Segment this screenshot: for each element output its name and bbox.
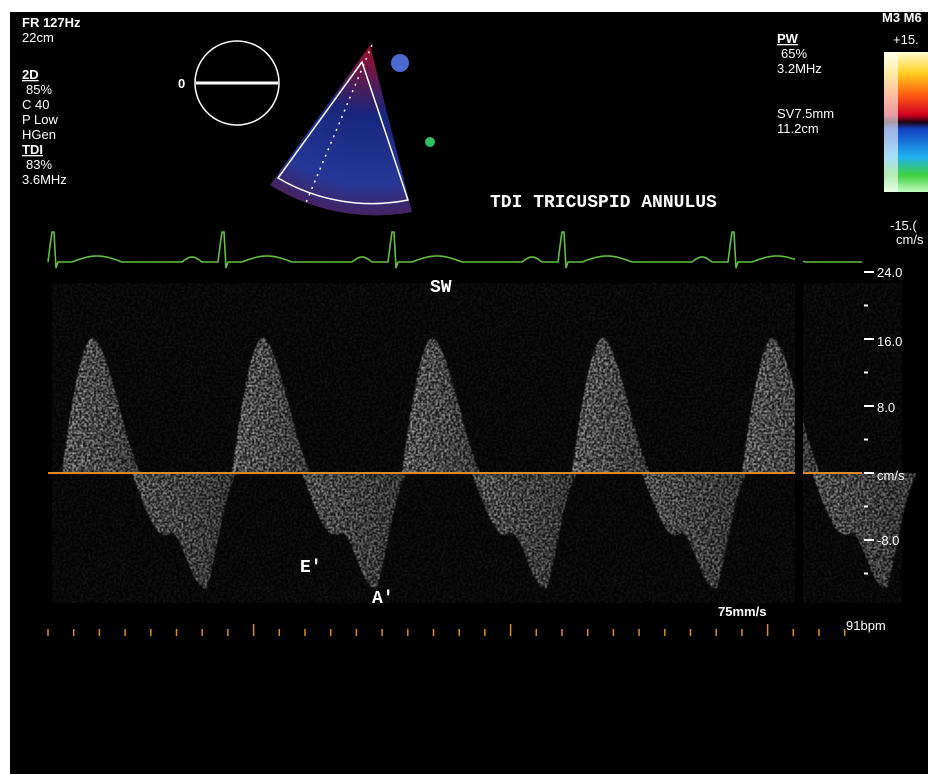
velocity-label: cm/s [877, 468, 905, 483]
pw-frequency: 3.2MHz [777, 61, 822, 76]
mode-2d-frequency: HGen [22, 127, 56, 142]
noise-band [562, 283, 732, 603]
color-unit: cm/s [896, 232, 924, 247]
depth: 22cm [22, 30, 54, 45]
pw-sample-volume: SV7.5mm [777, 106, 834, 121]
annotation-a-prime: A' [372, 589, 394, 609]
velocity-label: 24.0 [877, 265, 902, 280]
color-max: +15. [893, 32, 919, 47]
noise-band [732, 283, 902, 603]
velocity-label: -8.0 [877, 533, 899, 548]
probe-angle: 0 [178, 76, 185, 91]
ultrasound-screen: FR 127Hz 22cm 2D 85% C 40 P Low HGen TDI… [0, 0, 928, 774]
frame-rate: FR 127Hz [22, 15, 81, 30]
probe-icon [391, 54, 409, 72]
tdi-label: TDI [22, 142, 43, 157]
title: TDI TRICUSPID ANNULUS [490, 193, 717, 213]
velocity-label: 16.0 [877, 334, 902, 349]
tdi-gain: 83% [26, 157, 52, 172]
sweep-gap [795, 255, 803, 635]
pw-depth: 11.2cm [777, 121, 819, 136]
noise-band [392, 283, 562, 603]
orientation-icon [425, 137, 435, 147]
color-min: -15.( [890, 218, 917, 233]
color-bar-gray [884, 52, 898, 192]
noise-band [222, 283, 392, 603]
mode-2d-gain: 85% [26, 82, 52, 97]
noise-band [52, 283, 222, 603]
color-mode: M3 M6 [882, 10, 922, 25]
annotation-sw: SW [430, 278, 452, 298]
heart-rate: 91bpm [846, 618, 886, 633]
tdi-frequency: 3.6MHz [22, 172, 67, 187]
sweep-speed: 75mm/s [718, 604, 766, 619]
mode-2d-compression: C 40 [22, 97, 49, 112]
pw-label: PW [777, 31, 799, 46]
mode-2d-label: 2D [22, 67, 39, 82]
doppler-spectrum [52, 283, 917, 603]
annotation-e-prime: E' [300, 558, 322, 578]
velocity-label: 8.0 [877, 400, 895, 415]
mode-2d-power: P Low [22, 112, 59, 127]
pw-gain: 65% [781, 46, 807, 61]
